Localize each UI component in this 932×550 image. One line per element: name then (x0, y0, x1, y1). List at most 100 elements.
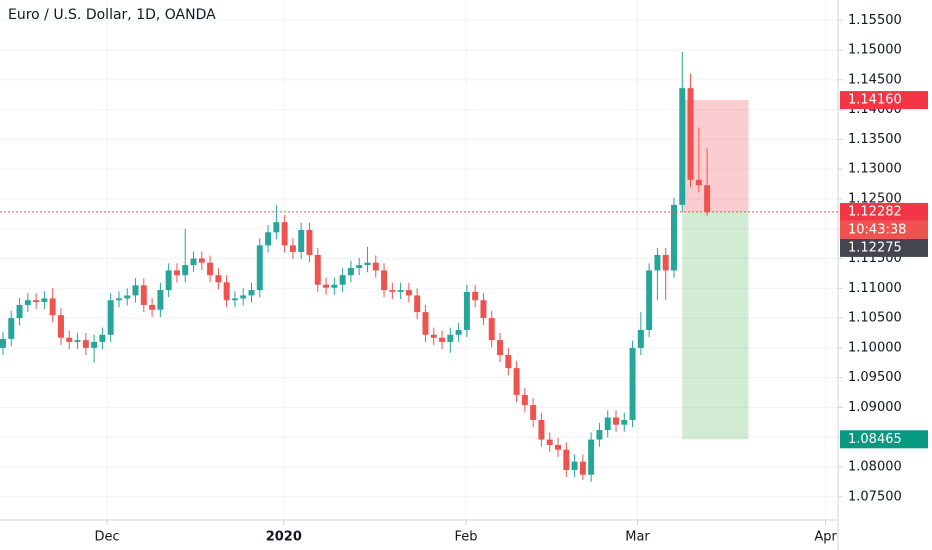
candle-body (430, 334, 437, 338)
candle-body (265, 232, 272, 246)
candle-body (314, 254, 321, 285)
axes: 1.155001.150001.145001.140001.135001.130… (0, 13, 928, 545)
y-tick-label: 1.11000 (848, 281, 902, 296)
candles (0, 51, 711, 482)
candle-body (646, 270, 653, 330)
candle-body (33, 300, 40, 302)
y-tick-label: 1.13000 (848, 162, 902, 177)
candle-body (521, 394, 528, 406)
candle-body (563, 449, 570, 470)
x-tick-label: Mar (625, 530, 650, 545)
candle-body (298, 229, 305, 252)
candle-body (198, 258, 205, 263)
candle-body (91, 341, 98, 348)
last-price-label: 1.12275 (848, 240, 902, 255)
candle-body (381, 270, 388, 291)
candle-body (82, 340, 89, 348)
last-price-label-box (840, 238, 928, 257)
x-tick-label: Apr (814, 530, 837, 545)
candle-body (704, 185, 711, 213)
candle-body (497, 340, 503, 356)
candle-body (231, 298, 238, 301)
candle-body (132, 285, 139, 296)
countdown-label-box (840, 220, 928, 239)
candle-body (57, 315, 64, 338)
candle-body (480, 300, 487, 319)
candle-body (66, 337, 73, 342)
candle-body (157, 290, 164, 310)
candle-body (596, 430, 603, 440)
candle-body (372, 262, 379, 271)
y-tick-label: 1.12500 (848, 191, 902, 206)
candle-body (74, 340, 81, 342)
target-zone (682, 211, 749, 440)
candle-body (629, 347, 636, 420)
candle-body (356, 265, 363, 269)
candle-body (513, 368, 520, 395)
y-tick-label: 1.10500 (848, 311, 902, 326)
y-tick-label: 1.07500 (848, 489, 902, 504)
candle-body (248, 290, 255, 296)
y-tick-label: 1.09500 (848, 370, 902, 385)
y-tick-label: 1.09000 (848, 400, 902, 415)
candle-body (637, 329, 644, 348)
candle-body (0, 338, 6, 348)
candle-body (422, 312, 429, 335)
candle-body (439, 337, 446, 342)
candle-body (463, 291, 470, 330)
candle-body (16, 304, 23, 319)
x-tick-label: 2020 (266, 530, 302, 545)
y-tick-label: 1.14500 (848, 72, 902, 87)
candle-body (687, 88, 694, 180)
candle-body (488, 318, 495, 341)
candle-body (364, 262, 371, 266)
candle-body (447, 334, 454, 342)
y-tick-label: 1.08000 (848, 459, 902, 474)
candle-body (579, 461, 586, 475)
target-label-box (840, 430, 928, 449)
candle-body (207, 262, 214, 276)
stop-label-box (840, 91, 928, 110)
candle-body (339, 275, 346, 285)
candle-body (538, 419, 545, 440)
candle-body (24, 300, 31, 305)
candle-body (389, 290, 396, 292)
candle-body (289, 245, 296, 252)
candle-body (405, 290, 412, 296)
candle-body (455, 329, 462, 335)
candle-body (223, 282, 230, 301)
candle-body (99, 334, 106, 342)
candle-body (695, 179, 702, 186)
candle-body (182, 265, 189, 276)
candle-body (555, 444, 561, 450)
y-tick-label: 1.13500 (848, 132, 902, 147)
candle-body (323, 284, 330, 288)
candle-body (215, 275, 222, 283)
candle-body (613, 417, 619, 425)
candle-body (49, 298, 56, 316)
candle-body (306, 229, 313, 255)
chart-title: Euro / U.S. Dollar, 1D, OANDA (8, 7, 216, 23)
stop-label: 1.14160 (848, 93, 902, 108)
candle-body (530, 405, 537, 420)
candle-body (347, 268, 354, 276)
candle-body (124, 295, 131, 299)
y-tick-label: 1.15000 (848, 43, 902, 58)
candle-body (41, 298, 48, 302)
candle-body (397, 290, 404, 292)
y-tick-label: 1.10000 (848, 340, 902, 355)
candle-body (173, 270, 180, 276)
candle-body (240, 295, 247, 299)
candle-body (107, 300, 114, 335)
candle-body (546, 439, 553, 445)
candle-body (414, 295, 421, 313)
candle-body (256, 245, 263, 291)
candle-body (662, 254, 669, 271)
candle-body (621, 419, 628, 425)
candle-body (331, 284, 338, 288)
candle-body (654, 254, 661, 271)
x-tick-label: Dec (94, 530, 119, 545)
target-label: 1.08465 (848, 432, 902, 447)
candle-body (472, 291, 479, 301)
candle-body (505, 355, 512, 369)
